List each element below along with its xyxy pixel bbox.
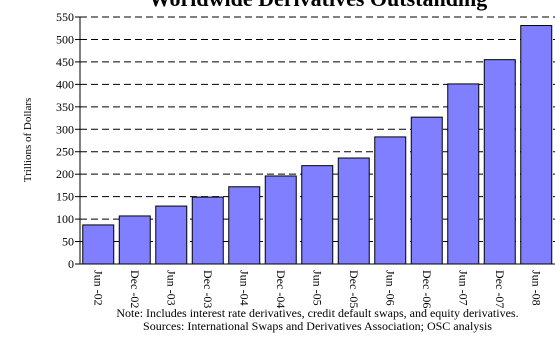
y-tick-label: 150 xyxy=(56,190,74,204)
y-axis-label: Trillions of Dollars xyxy=(22,98,34,183)
y-tick-label: 200 xyxy=(56,167,74,181)
y-tick-label: 250 xyxy=(56,145,74,159)
x-tick-label: Dec -03 xyxy=(201,270,215,308)
y-tick-label: 100 xyxy=(56,212,74,226)
y-tick-label: 350 xyxy=(56,100,74,114)
chart-title: Worldwide Derivatives Outstanding xyxy=(149,0,488,11)
bar xyxy=(191,196,224,265)
y-tick-label: 0 xyxy=(68,257,74,271)
x-tick-labels: Jun -02 Dec -02 Jun -03 Dec -03 Jun -04 Dec -… xyxy=(91,270,543,308)
x-tick-label: Jun -08 xyxy=(529,270,543,306)
bar xyxy=(264,175,297,265)
bars xyxy=(82,25,553,265)
x-tick-label: Dec -06 xyxy=(420,270,434,308)
x-tick-label: Dec -05 xyxy=(347,270,361,308)
x-tick-label: Dec -07 xyxy=(493,270,507,308)
x-tick-label: Dec -02 xyxy=(128,270,142,308)
x-tick-label: Dec -04 xyxy=(274,270,288,308)
y-tick-label: 550 xyxy=(56,10,74,24)
axes xyxy=(75,16,555,265)
x-tick-label: Jun -02 xyxy=(91,270,105,306)
chart-sources: Sources: International Swaps and Derivat… xyxy=(143,319,492,333)
bar xyxy=(483,59,516,265)
y-tick-label: 300 xyxy=(56,122,74,136)
bar xyxy=(374,136,407,265)
bar xyxy=(118,215,151,265)
bar xyxy=(520,25,553,265)
bar xyxy=(447,83,480,265)
x-tick-label: Jun -03 xyxy=(164,270,178,306)
y-tick-label: 400 xyxy=(56,77,74,91)
y-tick-labels: 0 50 100 150 200 250 300 350 400 450 500 550 xyxy=(56,10,74,271)
bar xyxy=(82,224,115,265)
bar xyxy=(337,157,370,265)
chart-note: Note: Includes interest rate derivatives… xyxy=(116,306,519,320)
y-tick-label: 50 xyxy=(62,235,74,249)
x-tick-label: Jun -06 xyxy=(383,270,397,306)
x-tick-label: Jun -05 xyxy=(310,270,324,306)
y-tick-label: 450 xyxy=(56,55,74,69)
x-tick-label: Jun -04 xyxy=(237,270,251,306)
bar xyxy=(301,165,334,265)
bar xyxy=(155,205,188,265)
bar xyxy=(410,116,443,265)
x-tick-label: Jun -07 xyxy=(456,270,470,306)
bar xyxy=(228,186,261,265)
y-tick-label: 500 xyxy=(56,32,74,46)
